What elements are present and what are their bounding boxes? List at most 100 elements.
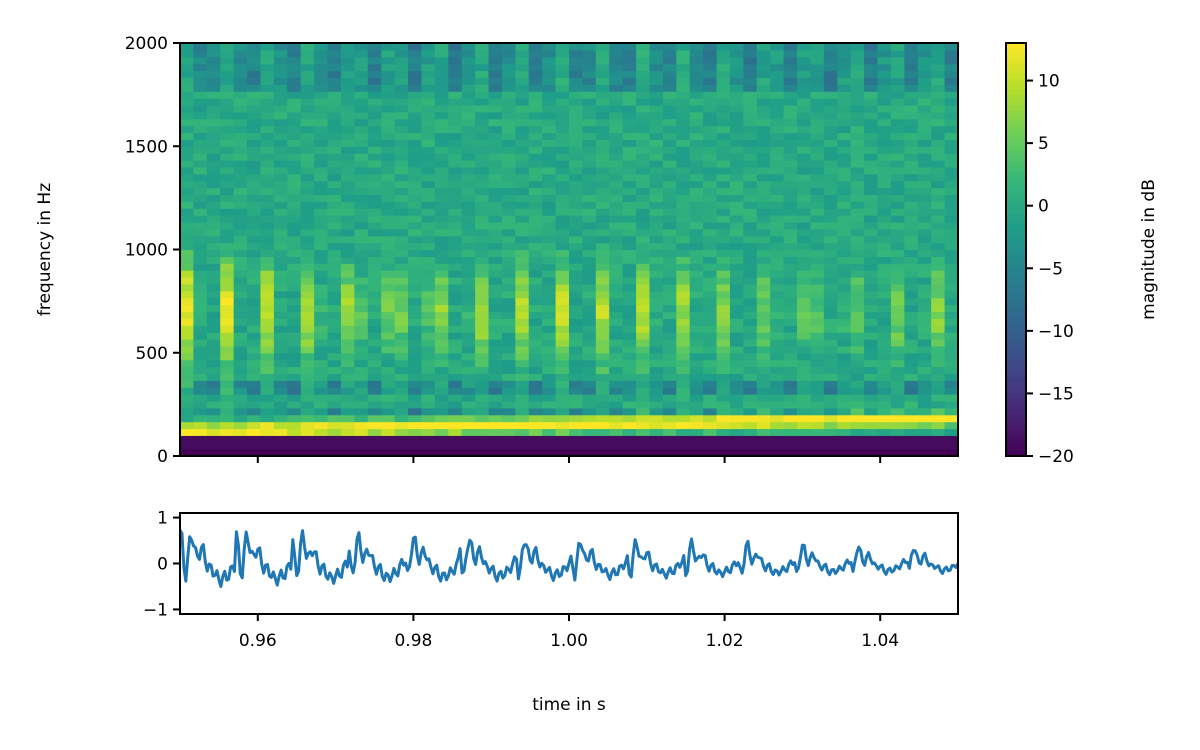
spectrogram-cell <box>300 400 315 409</box>
colorbar-segment <box>1006 141 1026 147</box>
spectrogram-cell <box>327 283 342 292</box>
spectrogram-cell <box>220 283 235 292</box>
spectrogram-cell <box>743 318 758 326</box>
spectrogram-cell <box>931 380 946 388</box>
spectrogram-cell <box>233 111 248 120</box>
spectrogram-cell <box>448 304 463 313</box>
spectrogram-cell <box>917 345 932 354</box>
spectrogram-cell <box>569 297 584 306</box>
spectrogram-cell <box>810 111 825 120</box>
spectrogram-cell <box>609 221 624 230</box>
spectrogram-cell <box>340 104 355 113</box>
spectrogram-cell <box>582 63 597 72</box>
spectrogram-cell <box>864 173 879 182</box>
spectrogram-cell <box>810 118 825 127</box>
spectrogram-cell <box>515 338 530 347</box>
spectrogram-cell <box>636 221 651 230</box>
spectrogram-cell <box>823 428 838 436</box>
spectrogram-cell <box>877 435 892 443</box>
spectrogram-cell <box>797 125 812 134</box>
spectrogram-cell <box>595 318 610 326</box>
spectrogram-cell <box>931 228 946 237</box>
spectrogram-cell <box>501 359 516 368</box>
colorbar-segment <box>1006 172 1026 178</box>
spectrogram-cell <box>528 290 543 299</box>
spectrogram-cell <box>609 77 624 85</box>
spectrogram-cell <box>756 421 771 430</box>
spectrogram-cell <box>501 263 516 271</box>
spectrogram-cell <box>662 215 677 223</box>
spectrogram-cell <box>823 373 838 381</box>
spectrogram-cell <box>327 84 342 92</box>
spectrogram-cell <box>260 407 275 416</box>
spectrogram-cell <box>662 173 677 182</box>
spectrogram-cell <box>475 373 490 381</box>
spectrogram-cell <box>569 345 584 354</box>
spectrogram-cell <box>890 111 905 120</box>
spectrogram-cell <box>555 352 570 361</box>
spectrogram-cell <box>528 194 543 202</box>
spectrogram-cell <box>408 359 423 368</box>
spectrogram-cell <box>220 290 235 299</box>
spectrogram-cell <box>582 146 597 154</box>
spectrogram-cell <box>287 338 302 347</box>
spectrogram-cell <box>180 98 195 106</box>
spectrogram-cell <box>461 208 476 216</box>
spectrogram-cell <box>260 428 275 436</box>
spectrogram-cell <box>890 153 905 161</box>
spectrogram-cell <box>743 173 758 182</box>
spectrogram-cell <box>287 400 302 409</box>
spectrogram-cell <box>797 98 812 106</box>
spectrogram-cell <box>703 318 718 326</box>
spectrogram-cell <box>810 160 825 168</box>
spectrogram-cell <box>408 208 423 216</box>
spectrogram-cell <box>797 380 812 388</box>
spectrogram-cell <box>837 449 852 457</box>
spectrogram-cell <box>756 428 771 436</box>
spectrogram-cell <box>622 91 637 99</box>
spectrogram-cell <box>475 194 490 202</box>
spectrogram-cell <box>247 98 262 106</box>
spectrogram-cell <box>944 311 959 319</box>
spectrogram-cell <box>327 242 342 251</box>
spectrogram-cell <box>676 91 691 99</box>
spectrogram-cell <box>408 153 423 161</box>
waveform-x-tick-label: 0.98 <box>394 631 432 651</box>
spectrogram-cell <box>756 43 771 51</box>
spectrogram-cell <box>662 325 677 333</box>
spectrogram-cell <box>501 43 516 51</box>
spectrogram-cell <box>662 442 677 450</box>
spectrogram-cell <box>528 91 543 99</box>
spectrogram-cell <box>917 414 932 423</box>
spectrogram-cell <box>850 421 865 430</box>
spectrogram-cell <box>233 332 248 340</box>
spectrogram-cell <box>877 394 892 402</box>
spectrogram-cell <box>797 304 812 313</box>
spectrogram-cell <box>676 332 691 340</box>
spectrogram-cell <box>944 49 959 58</box>
spectrogram-cell <box>206 180 221 189</box>
spectrogram-cell <box>260 132 275 140</box>
spectrogram-cell <box>260 104 275 113</box>
spectrogram-cell <box>501 249 516 257</box>
spectrogram-cell <box>180 270 195 278</box>
spectrogram-cell <box>314 311 329 319</box>
spectrogram-cell <box>810 338 825 347</box>
spectrogram-cell <box>649 118 664 127</box>
spectrogram-cell <box>555 332 570 340</box>
spectrogram-cell <box>488 173 503 182</box>
spectrogram-cell <box>354 43 369 51</box>
spectrogram-cell <box>649 146 664 154</box>
spectrogram-cell <box>877 49 892 58</box>
colorbar-segment <box>1006 58 1026 65</box>
spectrogram-cell <box>850 180 865 189</box>
spectrogram-cell <box>649 270 664 278</box>
spectrogram-cell <box>434 166 449 175</box>
spectrogram-cell <box>461 49 476 58</box>
spectrogram-cell <box>649 414 664 423</box>
spectrogram-cell <box>488 394 503 402</box>
spectrogram-cell <box>622 407 637 416</box>
spectrogram-cell <box>542 311 557 319</box>
spectrogram-cell <box>837 98 852 106</box>
spectrogram-cell <box>421 366 436 374</box>
